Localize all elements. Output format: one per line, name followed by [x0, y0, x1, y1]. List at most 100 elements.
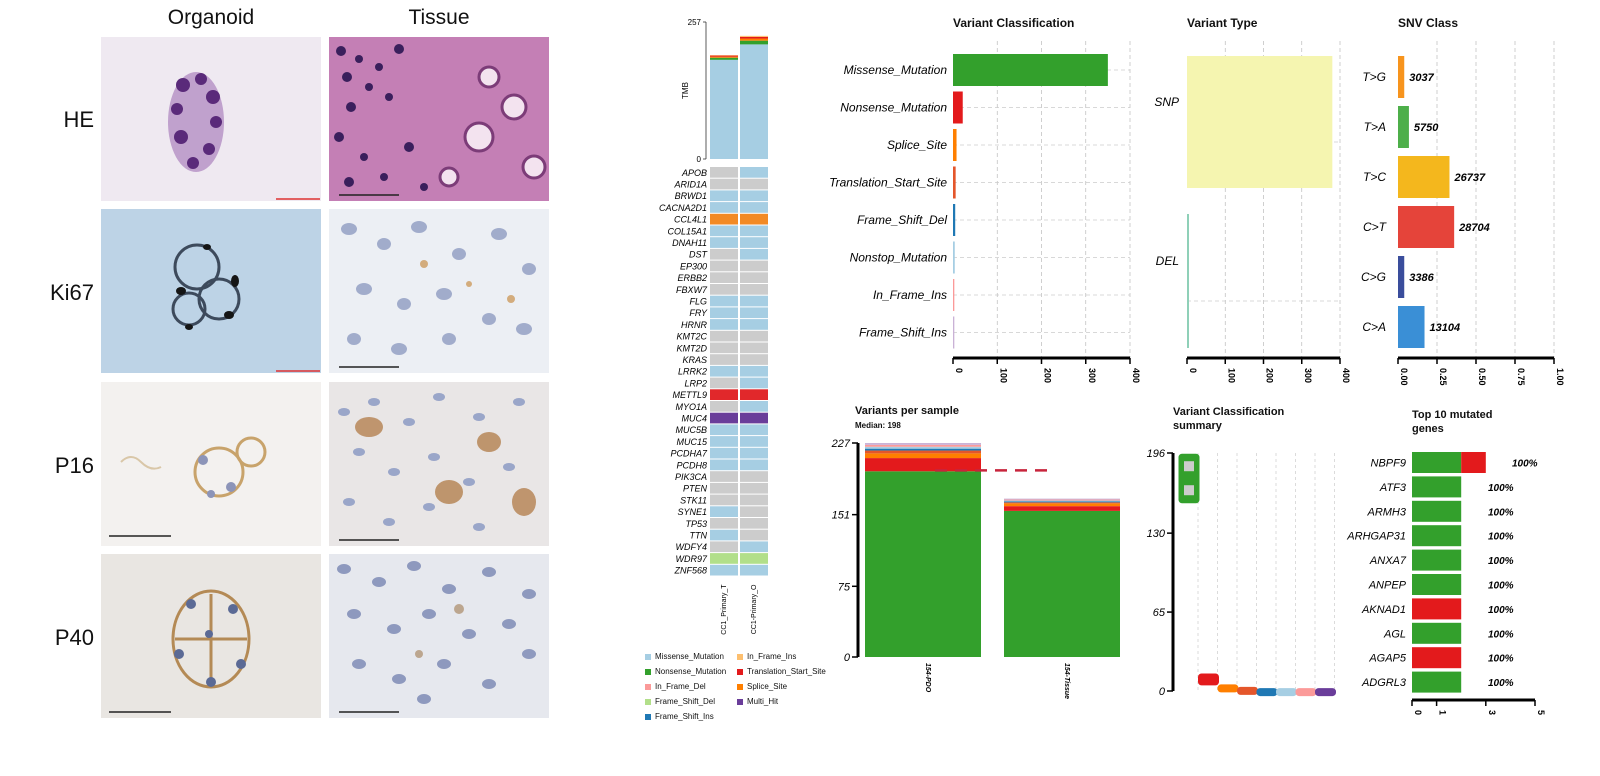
tmb-bar-segment — [710, 55, 738, 56]
snv-category-label: C>G — [1361, 270, 1386, 284]
vps-bar-segment — [1004, 500, 1120, 502]
vc-bar — [953, 166, 956, 199]
top10-gene-label: ARMH3 — [1366, 506, 1406, 518]
legend-item: Multi_Hit — [737, 697, 778, 706]
median-value: 198 — [887, 421, 901, 430]
gene-label: LRP2 — [684, 378, 707, 388]
oncoplot-cell — [710, 167, 738, 178]
oncoplot-cell — [740, 307, 768, 319]
top10-gene-label: ADGRL3 — [1361, 677, 1407, 689]
p40-tissue-image — [329, 554, 549, 718]
gene-label: COL15A1 — [667, 226, 707, 236]
legend-swatch — [737, 683, 743, 690]
snv-data-label: 3386 — [1409, 272, 1434, 284]
oncoplot-cell — [710, 237, 738, 248]
vps-y-tick-label: 151 — [832, 510, 850, 522]
oncoplot-cell — [740, 401, 768, 412]
snv-data-label: 13104 — [1430, 322, 1461, 334]
top10-bar-segment — [1412, 549, 1462, 571]
snv-data-label: 28704 — [1458, 222, 1490, 234]
vc-category-label: Missense_Mutation — [844, 63, 948, 77]
tmb-bar-segment — [710, 56, 738, 58]
snv-data-label: 5750 — [1414, 122, 1439, 134]
gene-label: BRWD1 — [675, 191, 707, 201]
oncoplot-cell — [710, 424, 738, 436]
oncoplot-cell — [710, 319, 738, 330]
legend-swatch — [737, 698, 743, 705]
vc-category-label: Splice_Site — [887, 138, 947, 152]
gene-label: EP300 — [680, 261, 707, 271]
gene-label: CACNA2D1 — [659, 203, 707, 213]
legend-label: Frame_Shift_Del — [655, 697, 716, 706]
top10-gene-label: AGAP5 — [1368, 653, 1407, 665]
vcs-box-inner — [1184, 461, 1194, 472]
top10-x-tick-label: 1 — [1438, 710, 1448, 715]
snv-x-tick-label: 0.50 — [1477, 368, 1487, 386]
vc-bar — [953, 54, 1108, 86]
vcs-box — [1198, 673, 1219, 686]
oncoplot-cell — [740, 213, 768, 225]
vps-bar-segment — [865, 448, 981, 451]
vc-category-label: Nonstop_Mutation — [850, 251, 948, 265]
row-label-p16: P16 — [54, 453, 94, 478]
snv-bar — [1398, 56, 1405, 98]
oncoplot-cell — [710, 412, 738, 424]
vps-y-tick-label: 227 — [831, 438, 851, 450]
vps-x-label: 154-Tissue — [1063, 663, 1070, 699]
vps-bar-segment — [865, 444, 981, 447]
legend-swatch — [645, 713, 651, 720]
snv-bar — [1398, 106, 1409, 148]
oncoplot-cell — [740, 436, 768, 447]
top10-bar-segment — [1412, 671, 1462, 693]
oncoplot-cell — [740, 202, 768, 213]
snv-data-label: 26737 — [1453, 172, 1485, 184]
vcs-box — [1315, 688, 1336, 697]
gene-label: METTL9 — [672, 390, 707, 400]
oncoplot-cell — [710, 260, 738, 272]
oncoplot-cell — [740, 377, 768, 389]
gene-label: KMT2D — [676, 343, 707, 353]
top10-bar-segment — [1412, 476, 1462, 498]
vcs-box — [1237, 686, 1258, 695]
snv-bar — [1398, 306, 1425, 348]
vc-bar — [953, 129, 957, 161]
vcs-y-tick-label: 130 — [1147, 528, 1166, 540]
tmb-bar-segment — [710, 55, 738, 57]
gene-label: ZNF568 — [673, 566, 707, 576]
oncoplot-cell — [710, 248, 738, 260]
oncoplot-cell — [710, 506, 738, 517]
oncoplot-cell — [740, 319, 768, 330]
oncoplot-cell — [710, 482, 738, 494]
vps-bar-segment — [865, 443, 981, 445]
legend-label: Nonsense_Mutation — [655, 667, 727, 676]
oncoplot-cell — [710, 541, 738, 553]
oncoplot-cell — [740, 471, 768, 482]
top10-gene-label: AKNAD1 — [1361, 604, 1406, 616]
tmb-bar-segment — [740, 44, 768, 159]
snv-category-label: T>A — [1364, 120, 1386, 134]
oncoplot-cell — [740, 342, 768, 354]
vc-bar — [953, 204, 956, 236]
tmb-bar-segment — [740, 38, 768, 41]
vc-x-tick-label: 300 — [1087, 368, 1097, 383]
oncoplot-cell — [740, 190, 768, 202]
legend-label: In_Frame_Del — [655, 682, 706, 691]
gene-label: DST — [689, 250, 709, 260]
oncoplot-cell — [710, 518, 738, 529]
top10-gene-label: AGL — [1383, 628, 1406, 640]
gene-label: MUC4 — [681, 413, 707, 423]
tmb-bar-segment — [740, 36, 768, 39]
legend-item: Splice_Site — [737, 682, 787, 691]
vt-x-tick-label: 400 — [1341, 368, 1350, 383]
top10-x-tick-label: 0 — [1413, 710, 1423, 715]
vps-bar-segment — [1004, 502, 1120, 504]
oncoplot-cell — [710, 272, 738, 283]
gene-label: MYO1A — [675, 402, 707, 412]
gene-label: ERBB2 — [677, 273, 707, 283]
gene-label: PIK3CA — [675, 472, 707, 482]
vt-category-label: DEL — [1156, 254, 1179, 268]
snv-category-label: T>G — [1362, 70, 1386, 84]
top10-percent-label: 100% — [1488, 581, 1514, 592]
vps-bar-segment — [865, 446, 981, 449]
top10-percent-label: 100% — [1488, 483, 1514, 494]
